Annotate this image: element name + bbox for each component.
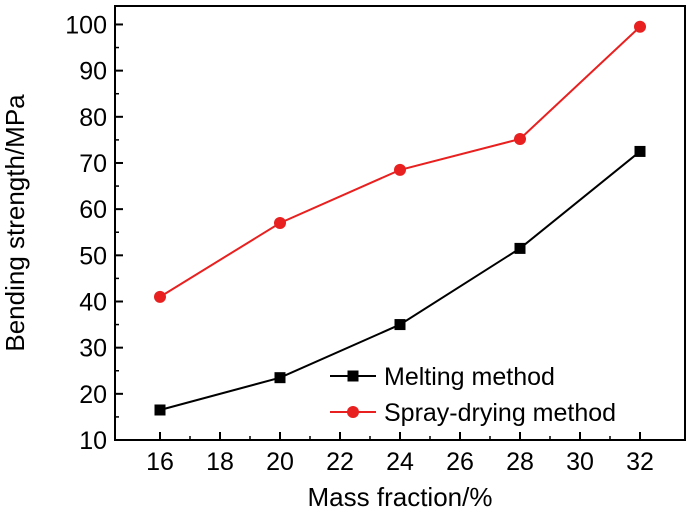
x-tick-label: 26 [446,448,474,476]
data-point [154,290,166,303]
data-point [514,242,526,254]
legend-item: Spray-drying method [330,399,616,427]
y-tick-label: 20 [79,381,107,409]
data-point [634,20,646,33]
legend-marker [347,370,359,382]
x-tick-label: 30 [566,448,594,476]
data-point [154,404,166,416]
legend-marker [347,406,359,418]
x-tick-label: 16 [146,448,174,476]
y-axis-title: Bending strength/MPa [0,94,30,352]
y-tick-label: 80 [79,104,107,132]
y-tick-label: 40 [79,288,107,316]
x-tick-label: 24 [386,448,414,476]
x-tick-label: 18 [206,448,234,476]
data-point [394,319,406,331]
x-axis-ticks: 16 18 20 22 24 26 28 30 32 [146,432,654,476]
data-point [274,372,286,384]
series-2 [154,20,646,303]
legend-label: Melting method [384,363,555,391]
y-tick-label: 90 [79,58,107,86]
y-tick-label: 60 [79,196,107,224]
series-line [159,26,641,298]
data-point [514,132,526,145]
x-tick-label: 22 [326,448,354,476]
y-tick-label: 30 [79,335,107,363]
data-point [394,163,406,176]
y-tick-label: 100 [65,11,107,39]
data-point [634,145,646,157]
x-tick-label: 20 [266,448,294,476]
y-tick-label: 50 [79,242,107,270]
y-axis-ticks: 10 20 30 40 50 60 70 80 90 100 [65,11,123,455]
x-tick-label: 32 [626,448,654,476]
legend-item: Melting method [330,363,555,391]
legend: Melting method Spray-drying method [330,363,616,427]
x-axis-title: Mass fraction/% [308,482,493,512]
legend-label: Spray-drying method [384,399,616,427]
y-tick-label: 70 [79,150,107,178]
data-point [274,217,286,229]
series-1 [154,145,646,416]
series-layer [154,20,646,416]
x-tick-label: 28 [506,448,534,476]
y-tick-label: 10 [79,427,107,455]
